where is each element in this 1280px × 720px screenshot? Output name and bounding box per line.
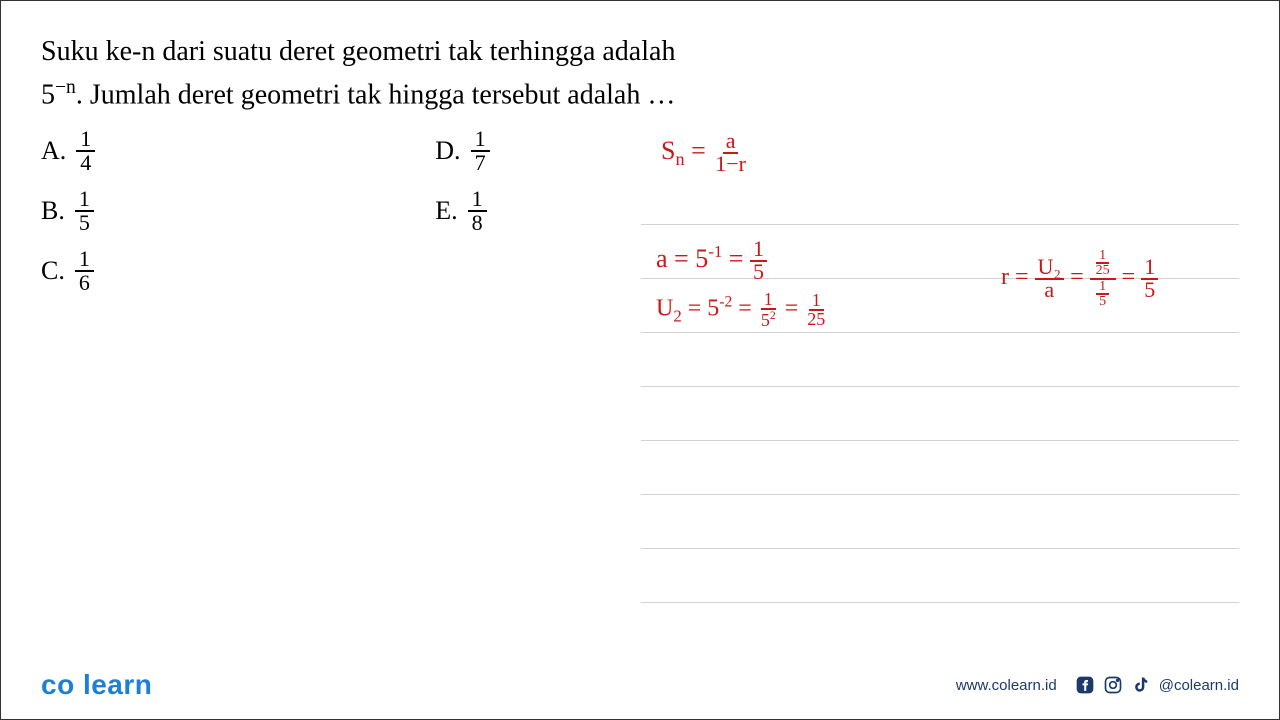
handwriting-r-line: r = U₂ a = 1 25 1 5 = 1 5 [1001, 249, 1158, 308]
option-a-fraction: 1 4 [76, 128, 95, 174]
option-c[interactable]: C. 1 6 [41, 248, 95, 294]
options-col-2: D. 1 7 E. 1 8 [435, 128, 489, 294]
option-d-fraction: 1 7 [471, 128, 490, 174]
handwriting-u2-line: U2 = 5-2 = 1 52 = 1 25 [656, 291, 828, 329]
instagram-icon[interactable] [1103, 675, 1123, 695]
option-c-fraction: 1 6 [75, 248, 94, 294]
footer: co learn www.colearn.id @colearn.id [41, 669, 1239, 701]
question-line1: Suku ke-n dari suatu deret geometri tak … [41, 36, 675, 67]
handwriting-a-line: a = 5-1 = 1 5 [656, 239, 767, 283]
social-icons: @colearn.id [1075, 675, 1239, 695]
option-b[interactable]: B. 1 5 [41, 188, 95, 234]
option-a-label: A. [41, 136, 66, 166]
question-line2-suffix: . Jumlah deret geometri tak hingga terse… [76, 79, 675, 110]
question-exponent: −n [55, 77, 76, 98]
option-e-fraction: 1 8 [468, 188, 487, 234]
option-e-label: E. [435, 196, 457, 226]
footer-url[interactable]: www.colearn.id [956, 677, 1057, 694]
option-d-label: D. [435, 136, 460, 166]
option-b-label: B. [41, 196, 65, 226]
option-d[interactable]: D. 1 7 [435, 128, 489, 174]
handwriting-sn-formula: Sn = a 1−r [661, 131, 749, 175]
question-text: Suku ke-n dari suatu deret geometri tak … [41, 31, 1239, 116]
tiktok-icon[interactable] [1131, 675, 1151, 695]
worksheet-page: Suku ke-n dari suatu deret geometri tak … [0, 0, 1280, 720]
question-base: 5 [41, 79, 55, 110]
footer-right: www.colearn.id @colearn.id [956, 675, 1239, 695]
ruled-lines [641, 171, 1239, 603]
option-e[interactable]: E. 1 8 [435, 188, 489, 234]
option-c-label: C. [41, 256, 65, 286]
options-col-1: A. 1 4 B. 1 5 C. 1 6 [41, 128, 95, 294]
footer-handle[interactable]: @colearn.id [1159, 677, 1239, 694]
brand-logo: co learn [41, 669, 152, 701]
facebook-icon[interactable] [1075, 675, 1095, 695]
option-a[interactable]: A. 1 4 [41, 128, 95, 174]
option-b-fraction: 1 5 [75, 188, 94, 234]
